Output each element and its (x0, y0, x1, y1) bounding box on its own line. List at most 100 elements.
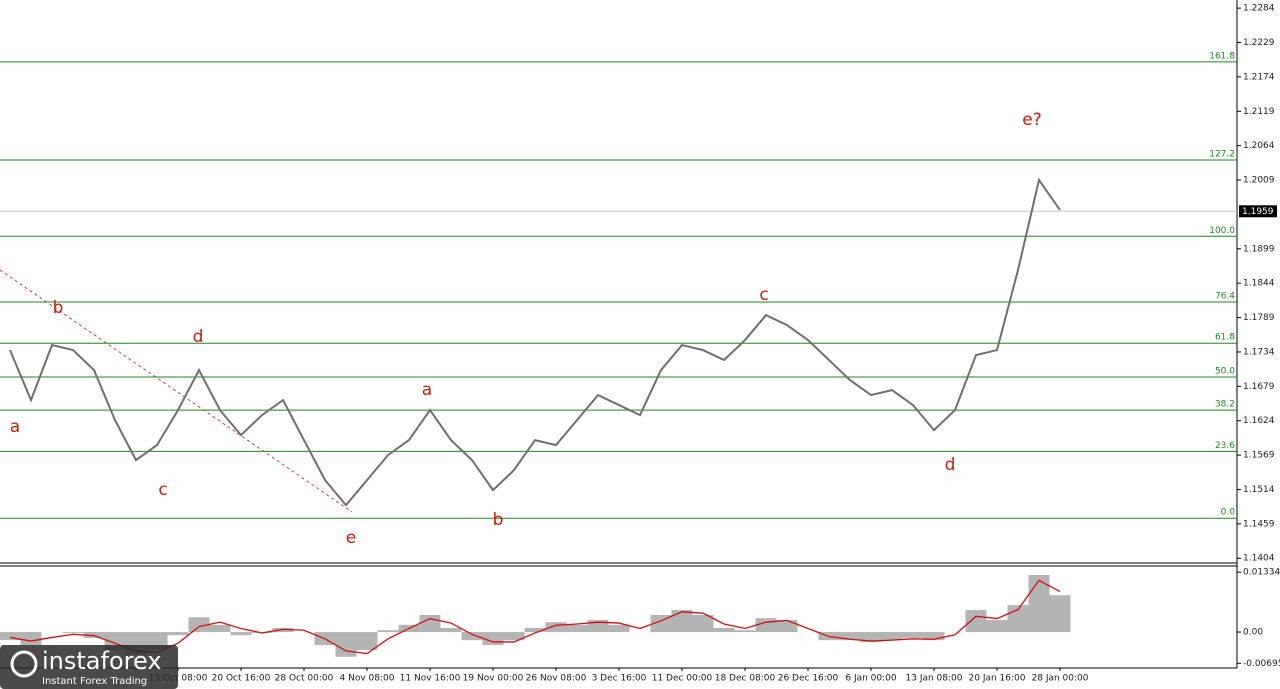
histogram-bar (524, 628, 546, 633)
x-tick-label: 11 Nov 16:00 (400, 674, 461, 684)
current-price-box (1239, 205, 1277, 218)
histogram-bar (0, 632, 21, 641)
x-tick-label: 20 Jan 16:00 (969, 674, 1026, 684)
x-tick-label: 4 Nov 08:00 (340, 674, 395, 684)
histogram-bar (713, 628, 735, 633)
x-tick-label: 11 Dec 00:00 (652, 674, 713, 684)
wave-label: a (10, 417, 20, 437)
wave-label: b (493, 510, 504, 530)
y-tick-label: 1.1899 (1243, 244, 1275, 254)
histogram-bar (608, 624, 630, 633)
fib-level-label: 23.6 (1215, 441, 1235, 451)
histogram-bar (230, 632, 252, 636)
histogram-bar (1028, 574, 1050, 633)
logo-background (0, 645, 178, 689)
indicator-y-tick-label: 0.00 (1243, 628, 1263, 638)
wave-label: b (53, 298, 64, 318)
x-tick-label: 3 Dec 16:00 (592, 674, 647, 684)
logo-icon (10, 650, 38, 678)
y-tick-label: 1.2174 (1243, 72, 1275, 82)
histogram-bar (419, 614, 441, 633)
wave-label: c (158, 480, 167, 500)
histogram-bar (461, 632, 483, 641)
y-tick-label: 1.1569 (1243, 451, 1275, 461)
fib-level-label: 38.2 (1215, 400, 1235, 410)
y-tick-label: 1.1844 (1243, 279, 1275, 289)
signal-line (9, 579, 1061, 655)
histogram-bar (335, 632, 357, 657)
histogram-bar (860, 632, 882, 642)
y-tick-label: 1.2064 (1243, 141, 1275, 151)
y-tick-label: 1.1734 (1243, 347, 1275, 357)
histogram-bar (755, 618, 777, 633)
histogram-bar (902, 632, 924, 638)
wave-label: c (759, 285, 768, 305)
x-tick-label: 19 Nov 00:00 (463, 674, 524, 684)
x-tick-label: 28 Oct 00:00 (275, 674, 334, 684)
histogram-bar (62, 632, 84, 633)
histogram-bar (20, 632, 42, 646)
y-tick-label: 1.1624 (1243, 416, 1275, 426)
x-tick-label: 13 Jan 08:00 (906, 674, 963, 684)
histogram-bar (965, 610, 987, 633)
fib-level-label: 161.8 (1209, 51, 1235, 61)
histogram-bar (776, 619, 798, 633)
x-tick-label: 26 Nov 08:00 (526, 674, 587, 684)
histogram-bar (986, 619, 1008, 633)
wave-label: a (422, 380, 432, 400)
y-tick-label: 1.1404 (1243, 554, 1275, 564)
price-line (9, 177, 1061, 507)
x-tick-label: 28 Jan 00:00 (1032, 674, 1089, 684)
fib-level-label: 0.0 (1221, 508, 1236, 518)
y-tick-label: 1.2284 (1243, 4, 1275, 14)
histogram-bar (1049, 595, 1071, 633)
histogram-bar (503, 632, 525, 641)
histogram-bar (272, 628, 294, 633)
y-tick-label: 1.2009 (1243, 176, 1275, 186)
fib-level-label: 127.2 (1209, 150, 1235, 160)
current-price-label: 1.1959 (1242, 207, 1274, 217)
x-tick-label: 6 Jan 00:00 (845, 674, 897, 684)
x-tick-label: 20 Oct 16:00 (212, 674, 271, 684)
histogram-bar (167, 632, 189, 636)
histogram-bar (440, 628, 462, 633)
histogram-bar (209, 624, 231, 633)
histogram-bar (188, 617, 210, 633)
fib-level-label: 100.0 (1209, 226, 1235, 236)
fib-level-label: 50.0 (1215, 366, 1235, 376)
histogram-bar (881, 632, 903, 641)
fib-level-label: 61.8 (1215, 333, 1235, 343)
histogram-bar (83, 632, 105, 638)
x-tick-label: 18 Dec 08:00 (715, 674, 776, 684)
histogram-bar (482, 632, 504, 646)
histogram-bar (566, 624, 588, 633)
wave-label: d (193, 327, 204, 347)
histogram-bar (734, 630, 756, 633)
logo-tagline: Instant Forex Trading (42, 676, 147, 687)
x-tick-label: 13 Oct 08:00 (149, 674, 208, 684)
y-tick-label: 1.1679 (1243, 382, 1275, 392)
x-tick-label: 26 Dec 16:00 (778, 674, 839, 684)
histogram-bar (692, 614, 714, 633)
y-tick-label: 1.2119 (1243, 107, 1275, 117)
logo-name: instaforex (42, 647, 162, 675)
y-tick-label: 1.1789 (1243, 313, 1275, 323)
histogram-bar (923, 632, 945, 641)
histogram-bar (377, 630, 399, 633)
logo: instaforex Instant Forex Trading (0, 645, 178, 689)
fib-level-label: 76.4 (1215, 291, 1235, 301)
indicator-y-tick-label: -0.00695 (1243, 659, 1280, 669)
histogram-bar (839, 632, 861, 641)
wave-label: d (945, 455, 956, 475)
y-tick-label: 1.2229 (1243, 38, 1275, 48)
histogram-bar (356, 632, 378, 651)
wave-label: e? (1022, 110, 1041, 130)
y-tick-label: 1.1514 (1243, 485, 1275, 495)
trend-line (0, 269, 353, 513)
histogram-bar (545, 622, 567, 633)
histogram-bar (671, 610, 693, 633)
indicator-y-tick-label: 0.01334 (1243, 568, 1280, 578)
wave-label: e (346, 528, 356, 548)
